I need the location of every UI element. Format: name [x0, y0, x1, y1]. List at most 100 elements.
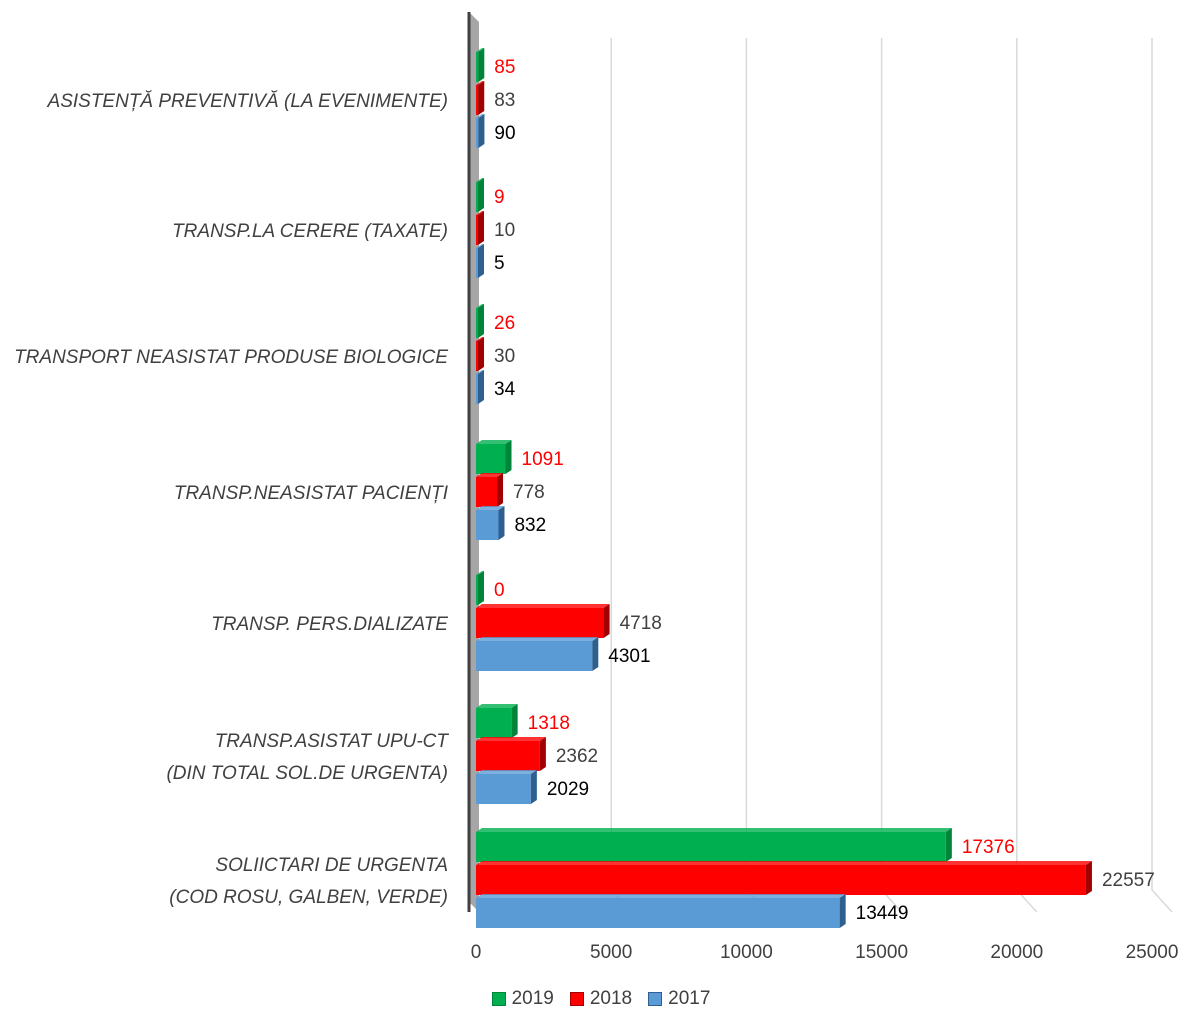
bar-top-face [476, 48, 485, 52]
bar-2019 [476, 308, 478, 338]
bar-top-face [476, 440, 512, 444]
data-label: 4718 [620, 613, 662, 634]
bar-side-face [603, 604, 610, 638]
data-label: 832 [514, 515, 546, 536]
bar-top-face [476, 81, 485, 85]
bar-2019 [476, 575, 478, 605]
data-labels: 85 83 90 9 10 5 26 30 34 1091 778 832 0 4718 4301 1318 2… [494, 57, 1155, 924]
bar-2019 [476, 444, 506, 474]
data-label: 9 [494, 187, 505, 208]
bar-2018 [476, 215, 478, 245]
bar-side-face [497, 473, 504, 507]
data-label: 2362 [556, 746, 598, 767]
bar-side-face [839, 894, 846, 928]
bar-top-face [476, 211, 484, 215]
category-label: (COD ROSU, GALBEN, VERDE) [169, 887, 448, 908]
bar-top-face [476, 704, 518, 708]
bar-top-face [476, 304, 484, 308]
category-label: SOLIICTARI DE URGENTA [215, 855, 448, 876]
bar-side-face [539, 737, 546, 771]
bar-2017 [476, 898, 840, 928]
x-tick-label: 25000 [1126, 942, 1179, 963]
legend-swatch [491, 992, 506, 1006]
x-tick-label: 10000 [720, 942, 773, 963]
bar-side-face [945, 828, 952, 862]
legend-swatch [569, 992, 584, 1006]
gridline [1016, 38, 1038, 913]
data-label: 10 [494, 220, 515, 241]
bar-top-face [476, 637, 599, 641]
gridline [610, 38, 632, 913]
legend: 2019 2018 2017 [0, 985, 1202, 1013]
bar-2018 [476, 341, 478, 371]
bar-top-face [476, 828, 952, 832]
bar-side-face [478, 114, 485, 148]
data-label: 778 [513, 482, 545, 503]
bar-side-face [478, 48, 485, 82]
bar-side-face [530, 770, 537, 804]
bar-2018 [476, 85, 479, 115]
bar-2018 [476, 741, 540, 771]
gridlines [610, 38, 1173, 913]
category-label: TRANSP.NEASISTAT PACIENȚI [174, 483, 449, 504]
bar-chart: 85 83 90 9 10 5 26 30 34 1091 778 832 0 4718 4301 1318 2… [14, 12, 1179, 963]
category-label: ASISTENȚĂ PREVENTIVĂ (LA EVENIMENTE) [47, 91, 448, 112]
legend-swatch [648, 992, 663, 1006]
bar-2017 [476, 774, 531, 804]
category-label: TRANSP.LA CERERE (TAXATE) [172, 221, 448, 242]
bar-2017 [476, 248, 478, 278]
bar-top-face [476, 337, 484, 341]
bar-side-face [592, 637, 599, 671]
x-tick-label: 15000 [855, 942, 908, 963]
legend-item-2018: 2018 [569, 988, 633, 1010]
data-label: 90 [494, 123, 515, 144]
data-label: 26 [494, 313, 515, 334]
bar-2017 [476, 641, 593, 671]
bar-2019 [476, 182, 478, 212]
legend-label: 2017 [668, 988, 711, 1009]
bar-2019 [476, 832, 946, 862]
category-label: TRANSP. PERS.DIALIZATE [211, 614, 448, 635]
data-label: 22557 [1102, 870, 1155, 891]
bar-top-face [476, 506, 505, 510]
bar-side-face [478, 370, 484, 404]
data-label: 17376 [962, 837, 1015, 858]
bar-2017 [476, 374, 478, 404]
bar-top-face [476, 473, 504, 477]
bar-side-face [511, 704, 518, 738]
x-axis-ticks: 0 5000 10000 15000 20000 25000 [471, 942, 1179, 963]
data-label: 2029 [547, 779, 589, 800]
data-label: 0 [494, 580, 505, 601]
bar-2018 [476, 865, 1086, 895]
legend-label: 2019 [511, 988, 554, 1009]
bar-top-face [476, 178, 484, 182]
bar-top-face [476, 370, 484, 374]
x-tick-label: 20000 [990, 942, 1043, 963]
bar-2018 [476, 608, 604, 638]
bar-top-face [476, 604, 610, 608]
x-tick-label: 5000 [590, 942, 632, 963]
gridline [1151, 38, 1173, 913]
bar-side-face [478, 337, 484, 371]
bar-2018 [476, 477, 498, 507]
bar-top-face [476, 571, 484, 575]
data-label: 30 [494, 346, 515, 367]
bar-side-face [505, 440, 512, 474]
bar-top-face [476, 861, 1092, 865]
bars [476, 48, 1092, 928]
category-labels: ASISTENȚĂ PREVENTIVĂ (LA EVENIMENTE) TRAN… [14, 91, 449, 908]
gridline [880, 38, 903, 913]
data-label: 1091 [522, 449, 564, 470]
bar-side-face [478, 244, 484, 278]
bar-top-face [476, 114, 485, 118]
gridline [745, 38, 767, 913]
legend-label: 2018 [589, 988, 633, 1009]
bar-top-face [476, 770, 537, 774]
data-label: 13449 [856, 903, 909, 924]
data-label: 34 [494, 379, 516, 400]
legend-item-2017: 2017 [648, 988, 710, 1010]
bar-2017 [476, 118, 479, 148]
bar-top-face [476, 737, 546, 741]
data-label: 1318 [528, 713, 570, 734]
bar-2019 [476, 708, 512, 738]
